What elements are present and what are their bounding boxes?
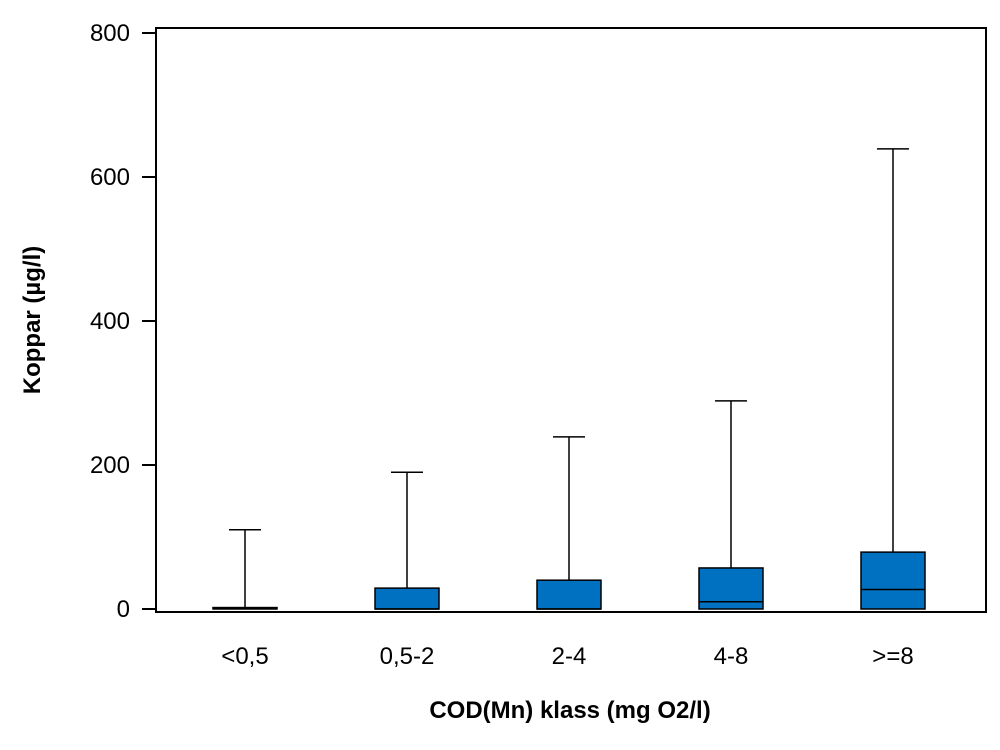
- box-0: [212, 529, 278, 610]
- y-tick-label: 800: [90, 20, 130, 47]
- box-4: [860, 148, 926, 610]
- x-axis: <0,5 0,5-2 2-4 4-8 >=8: [221, 643, 913, 670]
- box-body: [212, 606, 278, 610]
- x-tick-label: 2-4: [552, 643, 587, 670]
- plot-frame: [155, 27, 987, 613]
- y-tick-label: 400: [90, 308, 130, 335]
- box-2: [536, 436, 602, 610]
- box-body: [698, 567, 764, 610]
- x-tick-label: 4-8: [714, 643, 749, 670]
- box-body: [374, 587, 440, 610]
- y-tick-label: 200: [90, 452, 130, 479]
- x-tick-label: 0,5-2: [380, 643, 435, 670]
- y-axis: 0 200 400 600 800: [90, 20, 156, 623]
- box-3: [698, 400, 764, 610]
- box-body: [860, 551, 926, 610]
- x-axis-title: COD(Mn) klass (mg O2/l): [429, 697, 710, 724]
- x-tick-label: <0,5: [221, 643, 268, 670]
- y-tick-label: 600: [90, 164, 130, 191]
- box-body: [536, 579, 602, 610]
- box-1: [374, 471, 440, 610]
- y-tick-label: 0: [117, 596, 130, 623]
- x-tick-label: >=8: [872, 643, 913, 670]
- boxes-group: [212, 148, 926, 610]
- y-axis-title: Koppar (µg/l): [19, 246, 46, 394]
